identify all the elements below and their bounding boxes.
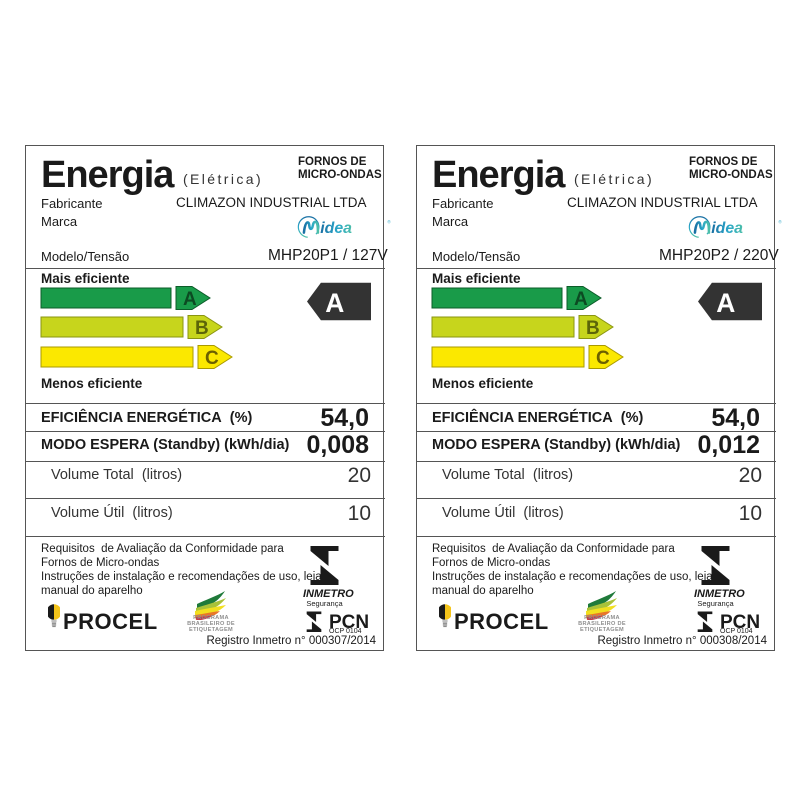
svg-text:®: ® xyxy=(387,219,391,224)
svg-text:®: ® xyxy=(778,219,782,224)
